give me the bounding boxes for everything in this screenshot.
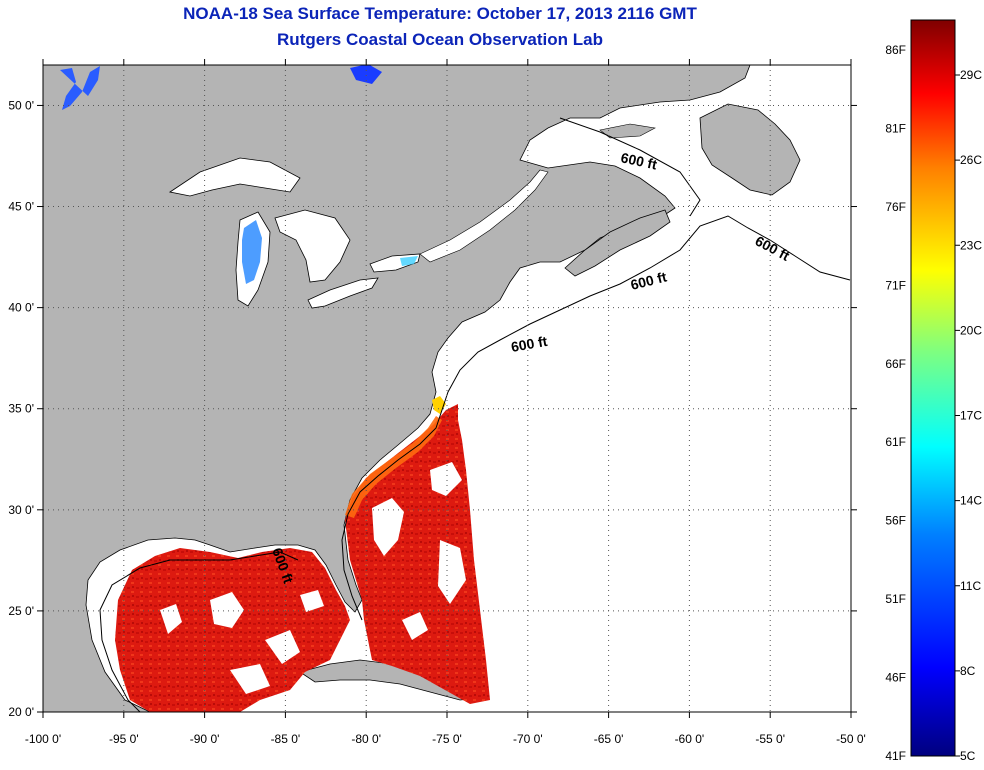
- contour-label-600ft: 600 ft: [510, 333, 549, 355]
- isobath-600ft-canada: [559, 117, 701, 217]
- colorbar-f-label: 51F: [885, 592, 906, 606]
- lat-tick-label: 40 0': [8, 301, 34, 315]
- colorbar-f-label: 66F: [885, 357, 906, 371]
- colorbar-c-label: 29C: [960, 68, 982, 82]
- land-nova-scotia: [564, 209, 671, 277]
- colorbar-c-label: 20C: [960, 323, 982, 337]
- lon-tick-label: -90 0': [190, 732, 220, 746]
- lat-tick-label: 25 0': [8, 604, 34, 618]
- lat-tick-label: 35 0': [8, 402, 34, 416]
- colorbar-f-label: 86F: [885, 43, 906, 57]
- axis-ticks: -100 0' -95 0' -90 0' -85 0' -80 0' -75 0' -70…: [8, 59, 866, 746]
- colorbar-f-label: 61F: [885, 435, 906, 449]
- lon-tick-label: -75 0': [432, 732, 462, 746]
- lat-tick-label: 50 0': [8, 98, 34, 112]
- colorbar-f-label: 76F: [885, 200, 906, 214]
- lake-superior: [168, 157, 301, 197]
- lake-erie: [307, 277, 379, 309]
- colorbar-c-label: 26C: [960, 153, 982, 167]
- colorbar-c-label: 5C: [960, 749, 976, 763]
- contour-label-600ft: 600 ft: [619, 149, 658, 172]
- land-newfoundland: [699, 103, 801, 196]
- colorbar: [910, 19, 956, 757]
- colorbar-labels: 86F 81F 76F 71F 66F 61F 56F 51F 46F 41F 29C 26C 23C 2…: [885, 43, 982, 763]
- colorbar-f-label: 71F: [885, 278, 906, 292]
- lake-michigan-sst: [242, 220, 262, 284]
- lon-tick-label: -50 0': [836, 732, 866, 746]
- colorbar-c-label: 17C: [960, 409, 982, 423]
- lon-tick-label: -70 0': [513, 732, 543, 746]
- map-subtitle: Rutgers Coastal Ocean Observation Lab: [277, 30, 603, 49]
- colorbar-f-label: 81F: [885, 121, 906, 135]
- colorbar-f-label: 46F: [885, 671, 906, 685]
- lon-tick-label: -55 0': [755, 732, 785, 746]
- lon-tick-label: -80 0': [351, 732, 381, 746]
- lon-tick-label: -65 0': [594, 732, 624, 746]
- sst-gulf: [115, 548, 350, 712]
- land-anticosti: [599, 123, 656, 139]
- map-title: NOAA-18 Sea Surface Temperature: October…: [183, 4, 697, 23]
- colorbar-c-label: 8C: [960, 664, 976, 678]
- lat-tick-label: 30 0': [8, 503, 34, 517]
- hudson-bay-sst: [350, 65, 382, 84]
- lat-tick-label: 45 0': [8, 200, 34, 214]
- lake-huron: [274, 209, 351, 283]
- lake-ontario-sst: [400, 256, 418, 266]
- isobath-600ft: [341, 215, 851, 621]
- sst-warm-band: [345, 416, 442, 518]
- st-lawrence: [419, 169, 549, 263]
- lon-tick-label: -100 0': [25, 732, 61, 746]
- lon-tick-label: -95 0': [109, 732, 139, 746]
- north-lakes-sst: [60, 66, 100, 110]
- lat-tick-label: 20 0': [8, 705, 34, 719]
- lon-tick-label: -85 0': [271, 732, 301, 746]
- colorbar-f-label: 56F: [885, 514, 906, 528]
- colorbar-c-label: 14C: [960, 494, 982, 508]
- isobath-600ft-gulf: [99, 551, 299, 712]
- lon-tick-label: -60 0': [675, 732, 705, 746]
- colorbar-c-label: 11C: [960, 579, 981, 593]
- cloud-gaps: [160, 462, 466, 694]
- colorbar-f-label: 41F: [885, 749, 906, 763]
- colorbar-c-label: 23C: [960, 238, 982, 252]
